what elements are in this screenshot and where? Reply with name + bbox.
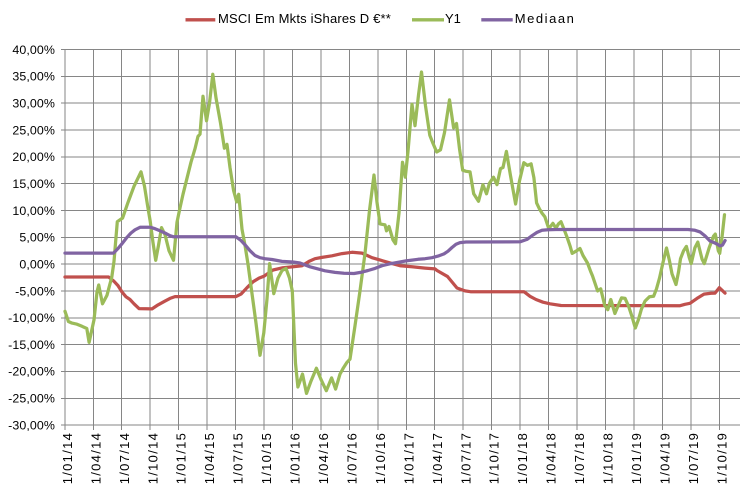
svg-text:30,00%: 30,00% (12, 97, 55, 111)
svg-text:20,00%: 20,00% (12, 150, 55, 164)
svg-text:10,00%: 10,00% (12, 204, 55, 218)
svg-text:1/07/19: 1/07/19 (686, 432, 701, 484)
svg-text:-30,00%: -30,00% (8, 418, 55, 432)
svg-text:1/07/16: 1/07/16 (344, 432, 359, 484)
svg-text:-20,00%: -20,00% (8, 365, 55, 379)
svg-text:1/07/18: 1/07/18 (572, 432, 587, 484)
svg-text:1/04/17: 1/04/17 (430, 432, 445, 484)
svg-text:1/04/18: 1/04/18 (544, 432, 559, 484)
svg-text:25,00%: 25,00% (12, 123, 55, 137)
svg-text:35,00%: 35,00% (12, 70, 55, 84)
svg-text:1/04/16: 1/04/16 (316, 432, 331, 484)
svg-text:1/10/17: 1/10/17 (487, 432, 502, 484)
svg-text:1/04/15: 1/04/15 (202, 432, 217, 484)
svg-text:1/01/15: 1/01/15 (174, 432, 189, 484)
svg-text:1/01/16: 1/01/16 (288, 432, 303, 484)
svg-text:15,00%: 15,00% (12, 177, 55, 191)
svg-text:Mediaan: Mediaan (515, 11, 576, 26)
svg-text:1/07/17: 1/07/17 (458, 432, 473, 484)
svg-text:1/10/16: 1/10/16 (373, 432, 388, 484)
svg-text:-15,00%: -15,00% (8, 338, 55, 352)
svg-text:1/10/15: 1/10/15 (259, 432, 274, 484)
svg-text:1/10/14: 1/10/14 (145, 432, 160, 484)
svg-text:0,00%: 0,00% (19, 257, 55, 271)
svg-text:1/01/18: 1/01/18 (515, 432, 530, 484)
svg-text:1/01/14: 1/01/14 (60, 432, 75, 484)
svg-text:1/10/19: 1/10/19 (714, 432, 729, 484)
svg-text:MSCI Em Mkts iShares D €**: MSCI Em Mkts iShares D €** (218, 11, 391, 26)
svg-text:1/04/19: 1/04/19 (657, 432, 672, 484)
svg-text:Y1: Y1 (445, 11, 461, 26)
svg-text:1/01/17: 1/01/17 (401, 432, 416, 484)
svg-text:5,00%: 5,00% (19, 231, 55, 245)
svg-text:40,00%: 40,00% (12, 43, 55, 57)
svg-text:1/01/19: 1/01/19 (629, 432, 644, 484)
svg-text:-25,00%: -25,00% (8, 392, 55, 406)
svg-text:1/07/15: 1/07/15 (231, 432, 246, 484)
svg-text:1/04/14: 1/04/14 (88, 432, 103, 484)
svg-text:1/07/14: 1/07/14 (117, 432, 132, 484)
svg-text:1/10/18: 1/10/18 (601, 432, 616, 484)
svg-text:-5,00%: -5,00% (15, 284, 55, 298)
svg-text:-10,00%: -10,00% (8, 311, 55, 325)
